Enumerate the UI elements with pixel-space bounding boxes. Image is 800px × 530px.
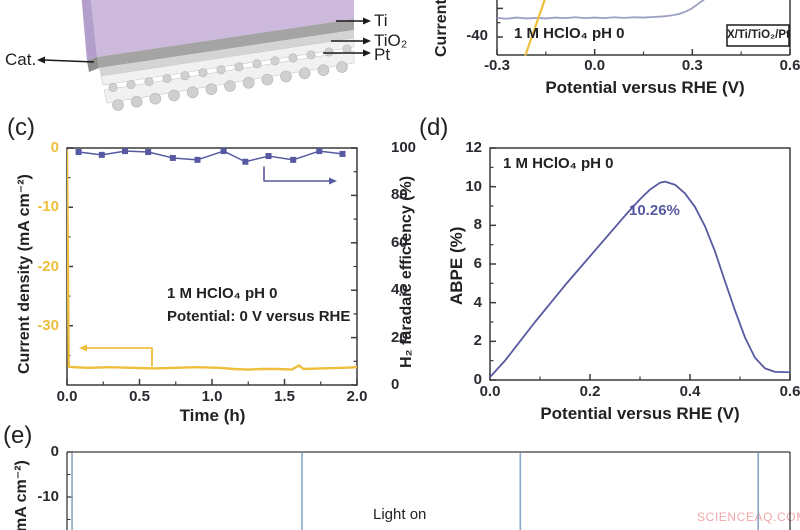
tick-label: 6 [473,255,482,272]
tick-label: 0.6 [779,383,800,400]
tick-label: 10 [465,177,482,195]
tick-label: 20 [391,328,408,346]
panel-b-legend: X/Ti/TiO₂/Pt [727,29,790,41]
tick-label: 0.0 [584,57,606,74]
panel-d-x-axis-label: Potential versus RHE (V) [540,404,740,423]
tick-label: 0.3 [681,57,703,74]
tick-label: 1.5 [274,388,295,405]
panel-c-electrolyte-annotation: 1 M HClO₄ pH 0 [167,285,278,302]
tick-label: 40 [391,281,408,299]
device-pt-label: Pt [374,45,391,64]
tick-label: -40 [466,27,488,44]
tick-label: 4 [473,293,482,311]
tick-label: -30 [37,316,59,334]
tick-label: 2 [473,332,482,350]
tick-label: 0.5 [129,388,150,405]
tick-label: 8 [473,216,482,234]
tick-label: 2.0 [346,388,368,405]
tick-label: 1.0 [201,388,223,405]
panel-c-x-axis-label: Time (h) [179,406,246,425]
panel-e-letter: (e) [3,422,33,449]
tick-label: -10 [37,198,59,216]
tick-label: 12 [465,139,482,156]
tick-label: 0.2 [579,383,601,400]
device-cat-label: Cat. [5,50,37,69]
tick-label: 0 [391,376,400,393]
tick-label: 0.0 [479,383,501,400]
tick-label: 100 [391,139,417,156]
panel-c-letter: (c) [7,114,35,141]
tick-label: -10 [37,488,59,505]
panel-b-electrolyte-annotation: 1 M HClO₄ pH 0 [514,25,625,42]
tick-label: 60 [391,233,408,251]
tick-label: 0 [50,139,59,156]
panel-e-light-on-annotation: Light on [373,506,427,523]
device-tio2-label: TiO₂ [374,31,408,50]
tick-label: 0.0 [56,388,78,405]
tick-label: 0 [473,371,482,388]
tick-label: -0.3 [484,57,510,74]
tick-label: 0.4 [679,383,701,400]
panel-d-peak-value-label: 10.26% [629,202,680,219]
tick-label: 80 [391,186,408,204]
tick-label: 0 [50,443,59,460]
panel-d-letter: (d) [419,114,449,141]
panel-b-x-axis-label: Potential versus RHE (V) [545,78,745,97]
device-ti-label: Ti [374,11,388,30]
tick-label: 0.6 [779,57,800,74]
panel-d-electrolyte-annotation: 1 M HClO₄ pH 0 [503,155,614,172]
watermark: SCIENCEAQ.COM [697,510,800,524]
panel-c-potential-annotation: Potential: 0 V versus RHE [167,308,351,325]
tick-label: -20 [37,257,59,275]
